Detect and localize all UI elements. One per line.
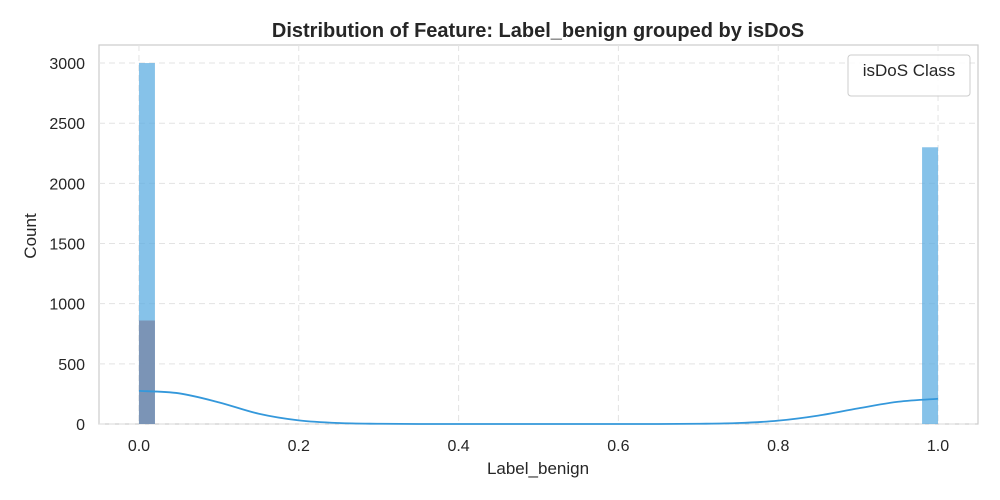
x-tick-label: 0.6 <box>607 438 629 455</box>
y-tick-label: 1500 <box>49 237 85 254</box>
y-tick-label: 3000 <box>49 56 85 73</box>
histogram-bar <box>922 147 939 424</box>
y-axis-label: Count <box>21 213 40 259</box>
chart-title: Distribution of Feature: Label_benign gr… <box>272 20 804 42</box>
kde-layer <box>138 390 939 425</box>
y-tick-label: 2000 <box>49 176 85 193</box>
x-tick-label: 1.0 <box>927 438 949 455</box>
y-tick-label: 2500 <box>49 116 85 133</box>
x-tick-label: 0.4 <box>447 438 469 455</box>
histogram-bars <box>138 63 939 425</box>
y-tick-label: 1000 <box>49 297 85 314</box>
y-axis-ticks: 0 500 1000 1500 2000 2500 3000 <box>49 56 85 434</box>
grid <box>99 45 978 425</box>
legend: isDoS Class <box>847 54 971 97</box>
legend-title: isDoS Class <box>863 61 956 80</box>
histogram-bar <box>138 320 155 424</box>
x-axis-label: Label_benign <box>487 459 589 478</box>
x-tick-label: 0.0 <box>128 438 150 455</box>
plot-area-frame <box>98 44 979 425</box>
x-axis-ticks: 0.0 0.2 0.4 0.6 0.8 1.0 <box>128 438 949 455</box>
kde-line <box>138 390 939 425</box>
y-tick-label: 500 <box>58 357 85 374</box>
legend-box <box>847 54 971 97</box>
y-tick-label: 0 <box>76 417 85 434</box>
x-tick-label: 0.2 <box>288 438 310 455</box>
x-tick-label: 0.8 <box>767 438 789 455</box>
